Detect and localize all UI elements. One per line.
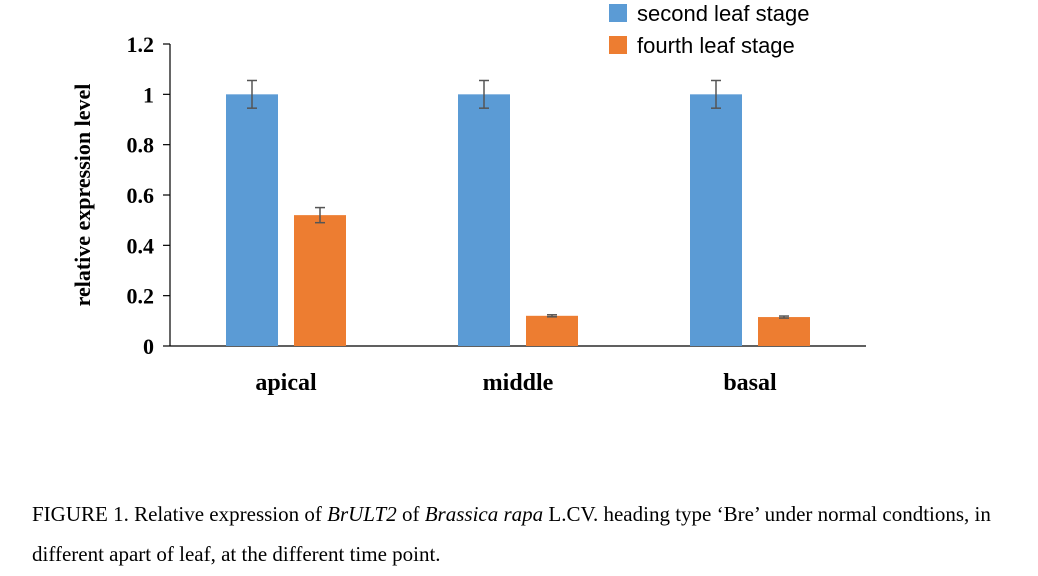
caption-gene: BrULT2	[327, 502, 397, 526]
legend-swatch	[609, 4, 627, 22]
caption-rest: L.CV. heading type ‘Bre’ under normal co…	[32, 502, 991, 566]
x-axis: apical middle basal	[170, 345, 866, 396]
x-category-label: apical	[255, 370, 317, 396]
error-bars	[247, 79, 789, 319]
legend-swatch	[609, 36, 627, 54]
caption-mid: of	[396, 502, 425, 526]
x-category-label: basal	[723, 370, 777, 396]
legend-label: fourth leaf stage	[637, 33, 795, 58]
bar	[758, 317, 810, 346]
legend: second leaf stage fourth leaf stage	[609, 1, 809, 58]
caption-species: Brassica rapa	[424, 502, 544, 526]
bar	[526, 315, 578, 346]
y-tick-label: 0.8	[127, 133, 155, 158]
caption-prefix: FIGURE 1. Relative expression of	[32, 502, 328, 526]
y-tick-label: 1	[143, 82, 154, 107]
y-axis: 0 0.2 0.4 0.6 0.8 1 1.2	[127, 32, 171, 359]
x-category-label: middle	[483, 370, 554, 396]
y-axis-label: relative expression level	[70, 84, 95, 307]
bar	[690, 94, 742, 346]
bars	[226, 94, 810, 346]
y-tick-label: 0	[143, 334, 154, 359]
legend-label: second leaf stage	[637, 1, 809, 26]
y-tick-label: 1.2	[127, 32, 155, 57]
bar	[226, 94, 278, 346]
bar	[294, 215, 346, 346]
y-tick-label: 0.2	[127, 284, 155, 309]
bar-chart: 0 0.2 0.4 0.6 0.8 1 1.2 apical middle basal seco…	[70, 1, 866, 396]
y-tick-label: 0.4	[127, 233, 155, 258]
bar	[458, 94, 510, 346]
figure-caption: FIGURE 1. Relative expression of BrULT2 …	[32, 494, 1022, 574]
y-tick-label: 0.6	[127, 183, 155, 208]
